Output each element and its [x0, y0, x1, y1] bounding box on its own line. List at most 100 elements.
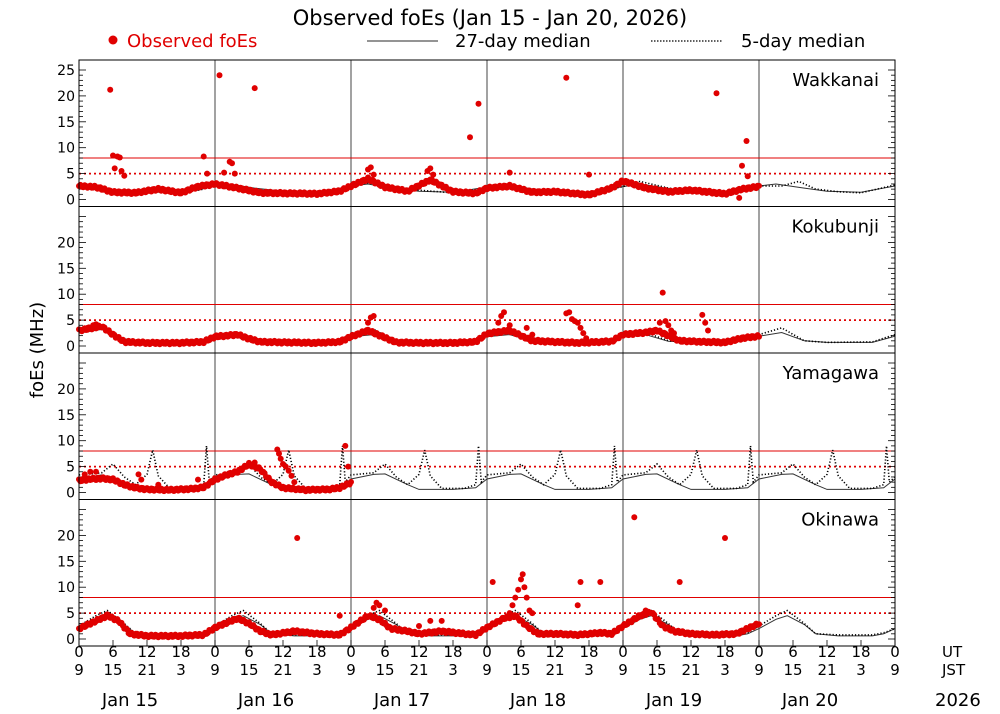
ut-tick-label: 12 — [817, 643, 836, 661]
observed-point — [84, 324, 91, 331]
observed-point — [427, 165, 434, 172]
observed-point — [216, 72, 223, 79]
observed-point — [523, 324, 530, 331]
observed-point — [467, 134, 473, 141]
observed-point — [744, 173, 751, 180]
ut-tick-label: 12 — [681, 643, 700, 661]
y-tick-label: 5 — [66, 167, 75, 183]
jst-tick-label: 9 — [210, 661, 220, 679]
observed-point — [107, 86, 114, 93]
observed-point — [155, 481, 162, 488]
jst-tick-label: 15 — [511, 661, 530, 679]
jst-tick-label: 3 — [312, 661, 322, 679]
observed-point — [512, 594, 519, 601]
observed-point — [370, 313, 377, 319]
station-label: Yamagawa — [782, 363, 879, 384]
y-tick-label: 15 — [57, 554, 75, 570]
observed-point — [631, 514, 638, 521]
station-label: Okinawa — [801, 510, 879, 531]
date-label: Jan 15 — [101, 690, 158, 711]
observed-point — [756, 621, 762, 628]
observed-point — [501, 309, 507, 316]
jst-label: JST — [941, 661, 966, 679]
observed-point — [116, 154, 123, 161]
observed-point — [430, 171, 437, 178]
ut-tick-label: 6 — [244, 643, 254, 661]
observed-point — [221, 169, 228, 176]
y-tick-label: 15 — [57, 408, 75, 424]
y-tick-label: 0 — [66, 486, 75, 502]
y-tick-label: 5 — [66, 313, 75, 329]
ut-tick-label: 12 — [545, 643, 564, 661]
jst-tick-label: 9 — [754, 661, 764, 679]
y-tick-label: 20 — [57, 382, 75, 398]
year-label: 2026 — [935, 690, 981, 711]
observed-point — [231, 170, 238, 177]
observed-point — [81, 471, 88, 478]
observed-point — [574, 602, 581, 609]
ut-tick-label: 18 — [307, 643, 326, 661]
y-tick-label: 15 — [57, 115, 75, 131]
y-tick-label: 5 — [66, 460, 75, 476]
observed-point — [743, 138, 750, 144]
observed-point — [251, 459, 258, 466]
observed-point — [702, 319, 709, 326]
date-label: Jan 19 — [645, 690, 702, 711]
observed-point — [529, 331, 536, 338]
chart-title: Observed foEs (Jan 15 - Jan 20, 2026) — [293, 6, 687, 30]
observed-point — [506, 322, 513, 329]
observed-point — [509, 602, 516, 609]
observed-point — [200, 153, 207, 160]
ut-tick-label: 12 — [137, 643, 156, 661]
observed-point — [204, 170, 211, 177]
jst-tick-label: 15 — [783, 661, 802, 679]
station-panels: 0 5 10 15 20 25 Wakkanai 0 5 10 15 20 Kokubunji 0 5 10 1… — [57, 59, 896, 648]
jst-tick-label: 9 — [346, 661, 356, 679]
ut-label: UT — [942, 643, 963, 661]
observed-point — [229, 160, 235, 167]
ut-tick-label: 0 — [210, 643, 220, 661]
y-tick-label: 25 — [57, 63, 75, 79]
observed-point — [489, 579, 496, 585]
observed-point — [118, 168, 125, 174]
observed-point — [135, 471, 142, 478]
observed-point — [95, 323, 102, 330]
ut-tick-label: 18 — [715, 643, 734, 661]
observed-point — [121, 172, 128, 179]
observed-point — [659, 289, 666, 296]
observed-point — [583, 335, 590, 342]
observed-point — [713, 90, 720, 97]
legend-27day-label: 27-day median — [455, 31, 591, 52]
ut-tick-label: 18 — [851, 643, 870, 661]
observed-point — [523, 594, 530, 601]
observed-point — [577, 579, 584, 585]
y-tick-label: 20 — [57, 235, 75, 251]
observed-point — [577, 324, 584, 331]
observed-point — [671, 330, 677, 337]
observed-point — [566, 309, 573, 316]
observed-point — [276, 450, 282, 457]
observed-point — [195, 476, 201, 483]
date-label: Jan 16 — [237, 690, 294, 711]
observed-point — [370, 171, 377, 178]
observed-point — [495, 319, 502, 326]
ut-tick-label: 0 — [618, 643, 628, 661]
observed-point — [521, 584, 528, 591]
observed-point — [376, 602, 383, 609]
legend: Observed foEs 27-day median 5-day median — [108, 31, 865, 52]
observed-point — [87, 468, 94, 475]
observed-point — [291, 479, 298, 486]
observed-point — [642, 607, 649, 614]
observed-point — [739, 162, 745, 169]
observed-point — [288, 472, 295, 479]
observed-point — [348, 479, 354, 485]
jst-tick-label: 9 — [482, 661, 492, 679]
observed-point — [506, 610, 513, 617]
x-axis: UT JST 2026 0961512211830961512211830961… — [74, 640, 981, 711]
observed-point — [515, 586, 522, 593]
observed-point — [699, 311, 706, 318]
observed-point — [529, 610, 536, 617]
observed-point — [285, 467, 292, 474]
date-label: Jan 20 — [781, 690, 838, 711]
observed-point — [138, 476, 145, 483]
